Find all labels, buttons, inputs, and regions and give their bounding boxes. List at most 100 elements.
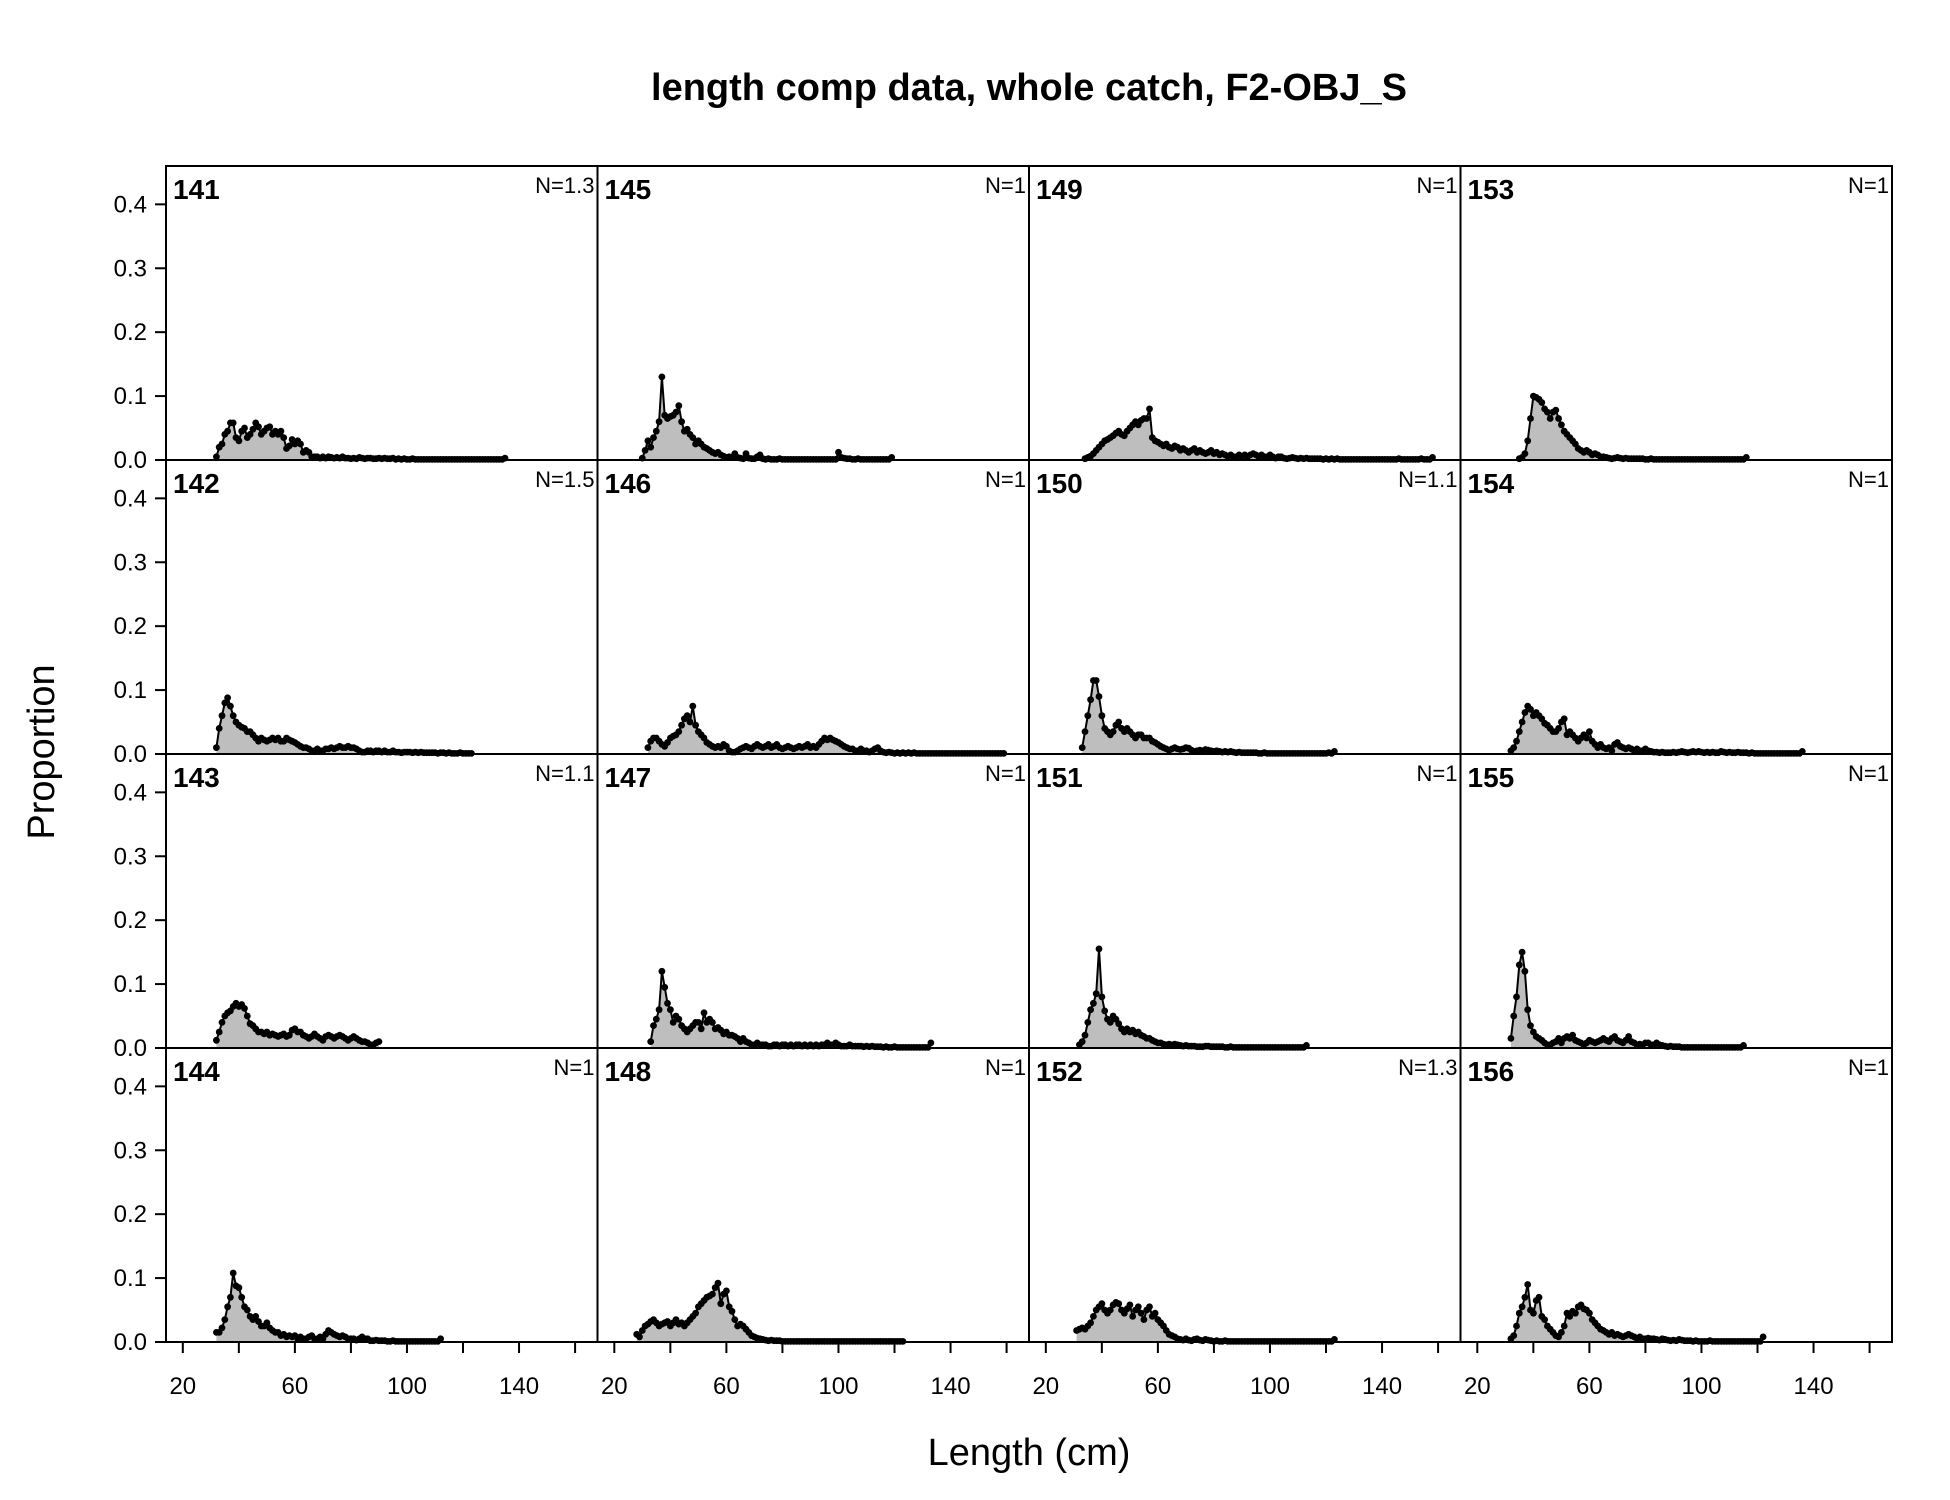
data-point (437, 1335, 444, 1343)
data-point (1518, 948, 1526, 956)
x-tick-label: 140 (1794, 1373, 1834, 1400)
data-point (683, 712, 691, 720)
panel-146-area (647, 706, 1004, 754)
data-point (1146, 1303, 1153, 1311)
y-tick-label: 0.4 (114, 779, 147, 806)
data-point (1586, 1309, 1593, 1317)
panel-144-area (216, 1273, 441, 1342)
y-tick-label: 0.1 (114, 971, 147, 998)
data-point (1535, 1293, 1543, 1301)
data-point (1098, 1300, 1106, 1308)
data-point (1126, 1301, 1134, 1309)
y-tick-label: 0.2 (114, 907, 147, 934)
data-point (249, 425, 257, 433)
data-point (1566, 1313, 1574, 1320)
data-point (723, 1287, 730, 1295)
data-point (1569, 1031, 1576, 1039)
panel-154-n: N=1 (1848, 467, 1889, 492)
data-point (709, 1019, 716, 1026)
data-point (1106, 1019, 1114, 1026)
data-point (1510, 1012, 1518, 1020)
y-tick-label: 0.3 (114, 843, 147, 870)
x-tick-label: 140 (499, 1373, 539, 1400)
x-axis-label: Length (cm) (928, 1432, 1131, 1474)
data-point (235, 437, 243, 445)
data-point (224, 1303, 232, 1311)
x-tick-label: 20 (601, 1373, 628, 1400)
data-point (647, 1038, 655, 1045)
data-point (1521, 450, 1529, 457)
data-point (1115, 1020, 1123, 1028)
panel-151: 151 N=1 (1036, 761, 1458, 1051)
x-tick-label: 100 (387, 1373, 427, 1400)
data-point (675, 402, 683, 410)
panel-148-label: 148 (605, 1056, 652, 1087)
y-axis-label: Proportion (21, 664, 63, 839)
y-tick-label: 0.4 (114, 485, 147, 512)
data-point (215, 1028, 223, 1036)
panel-156-label: 156 (1468, 1056, 1515, 1087)
data-point (277, 427, 285, 435)
data-point (1558, 1329, 1565, 1336)
data-point (1143, 415, 1151, 422)
panel-142-n: N=1.5 (535, 467, 594, 492)
data-point (238, 1293, 246, 1301)
data-point (285, 442, 293, 450)
data-point (229, 712, 237, 720)
data-point (835, 448, 842, 456)
data-point (224, 427, 232, 435)
data-point (1513, 993, 1520, 1001)
data-point (1084, 712, 1092, 720)
panel-156: 156 N=1 (1468, 1055, 1889, 1345)
data-point (1530, 1309, 1537, 1317)
data-point (1090, 999, 1097, 1007)
data-point (1521, 1293, 1529, 1301)
x-tick-label: 60 (713, 1373, 740, 1400)
data-point (636, 1333, 643, 1341)
data-point (227, 702, 234, 710)
data-point (1081, 1031, 1089, 1039)
panel-155-label: 155 (1468, 762, 1515, 793)
data-point (1095, 945, 1103, 953)
data-point (218, 712, 226, 720)
data-point (731, 1316, 739, 1323)
panel-141-n: N=1.3 (535, 173, 594, 198)
data-point (1515, 961, 1523, 969)
y-tick-label: 0.1 (114, 677, 147, 704)
data-point (229, 1269, 237, 1277)
data-point (697, 1025, 705, 1033)
panel-142-label: 142 (173, 468, 220, 499)
data-point (252, 1313, 260, 1320)
x-tick-label: 100 (1681, 1373, 1721, 1400)
data-point (1544, 408, 1551, 416)
panel-141-label: 141 (173, 174, 220, 205)
panel-154-label: 154 (1468, 468, 1515, 499)
panel-155-line (1509, 951, 1745, 1049)
data-point (647, 443, 655, 451)
data-point (678, 418, 685, 426)
panel-151-n: N=1 (1417, 761, 1458, 786)
data-point (1524, 1281, 1532, 1288)
panel-grid: 141 N=1.3 142 N=1.5 143 N=1.1 144 N=1 145 N=1 146 N… (114, 165, 1893, 1400)
data-point (700, 1009, 708, 1017)
data-point (1560, 1322, 1568, 1330)
y-tick-label: 0.2 (114, 613, 147, 640)
data-point (221, 699, 229, 707)
data-point (714, 1279, 722, 1287)
x-tick-label: 20 (169, 1373, 196, 1400)
data-point (241, 1005, 248, 1012)
data-point (1513, 737, 1520, 745)
data-point (652, 427, 660, 435)
data-point (1087, 1006, 1094, 1014)
data-point (297, 440, 304, 448)
data-point (280, 434, 288, 441)
data-point (1078, 744, 1086, 751)
y-tick-label: 0.2 (114, 1201, 147, 1228)
data-point (1510, 1332, 1518, 1339)
panel-156-area (1510, 1284, 1764, 1342)
data-point (1092, 677, 1100, 684)
data-point (375, 1038, 383, 1045)
chart-title: length comp data, whole catch, F2-OBJ_S (651, 67, 1407, 109)
data-point (658, 967, 666, 975)
data-point (1521, 709, 1529, 716)
